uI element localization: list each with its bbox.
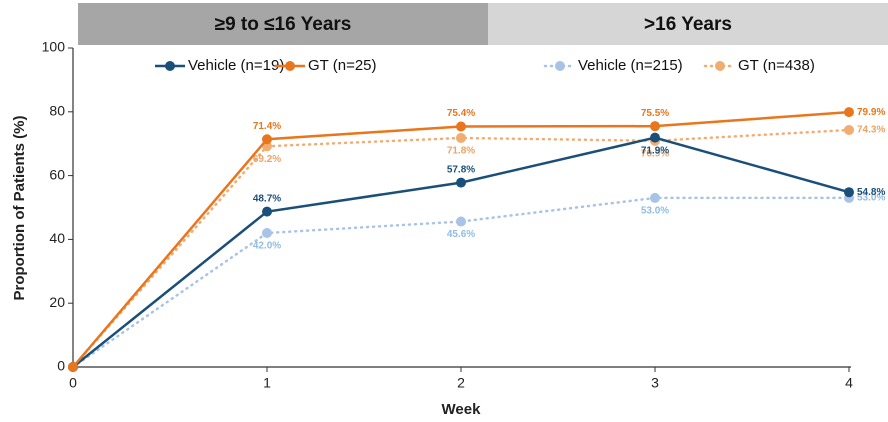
value-label: 75.4% [447, 108, 475, 119]
value-label: 70.9% [641, 148, 669, 159]
x-tick-label: 3 [651, 375, 659, 391]
data-point [844, 187, 854, 198]
value-label: 53.0% [857, 193, 885, 204]
data-point [844, 107, 854, 118]
value-label: 48.7% [253, 193, 281, 204]
value-label: 71.9% [641, 145, 669, 156]
data-point [456, 132, 466, 143]
y-axis-label: Proportion of Patients (%) [11, 116, 28, 301]
y-tick-label: 100 [42, 39, 66, 55]
value-label: 53.0% [641, 206, 669, 217]
data-point [262, 134, 272, 145]
value-label: 75.5% [641, 108, 669, 119]
data-point [68, 362, 78, 372]
y-tick-label: 40 [49, 230, 65, 246]
data-point [844, 124, 854, 135]
value-label: 57.8% [447, 164, 475, 175]
y-tick-label: 60 [49, 166, 65, 182]
value-label: 42.0% [253, 241, 281, 252]
panel-header-bg [78, 3, 488, 45]
x-tick-label: 0 [69, 375, 77, 391]
value-label: 71.4% [253, 121, 281, 132]
x-axis-label: Week [442, 401, 482, 418]
data-point [650, 121, 660, 132]
data-point [262, 206, 272, 217]
value-label: 71.8% [447, 146, 475, 157]
x-tick-label: 2 [457, 375, 465, 391]
series-line [71, 196, 851, 369]
y-tick-label: 0 [57, 358, 65, 374]
legend-marker [715, 61, 725, 71]
legend-label: GT (n=438) [738, 57, 815, 74]
legend-label: Vehicle (n=215) [578, 57, 683, 74]
x-tick-label: 4 [845, 375, 853, 391]
data-point [650, 132, 660, 143]
value-label: 69.2% [253, 154, 281, 165]
data-point [456, 177, 466, 188]
legend-label: GT (n=25) [308, 57, 377, 74]
legend-marker [285, 61, 295, 71]
value-label: 54.8% [857, 187, 885, 198]
legend-label: Vehicle (n=19) [188, 57, 284, 74]
y-tick-label: 20 [49, 294, 65, 310]
data-point [262, 228, 272, 239]
value-label: 45.6% [447, 229, 475, 240]
data-point [456, 216, 466, 227]
legend-marker [555, 61, 565, 71]
panel-header: ≥9 to ≤16 Years [215, 14, 352, 35]
data-point [456, 121, 466, 132]
panel-header: >16 Years [644, 14, 732, 35]
value-label: 79.9% [857, 107, 885, 118]
value-label: 74.3% [857, 125, 885, 136]
panel-header-bg [488, 3, 888, 45]
y-tick-label: 80 [49, 103, 65, 119]
data-point [650, 192, 660, 203]
legend-marker [165, 61, 175, 71]
x-tick-label: 1 [263, 375, 271, 391]
